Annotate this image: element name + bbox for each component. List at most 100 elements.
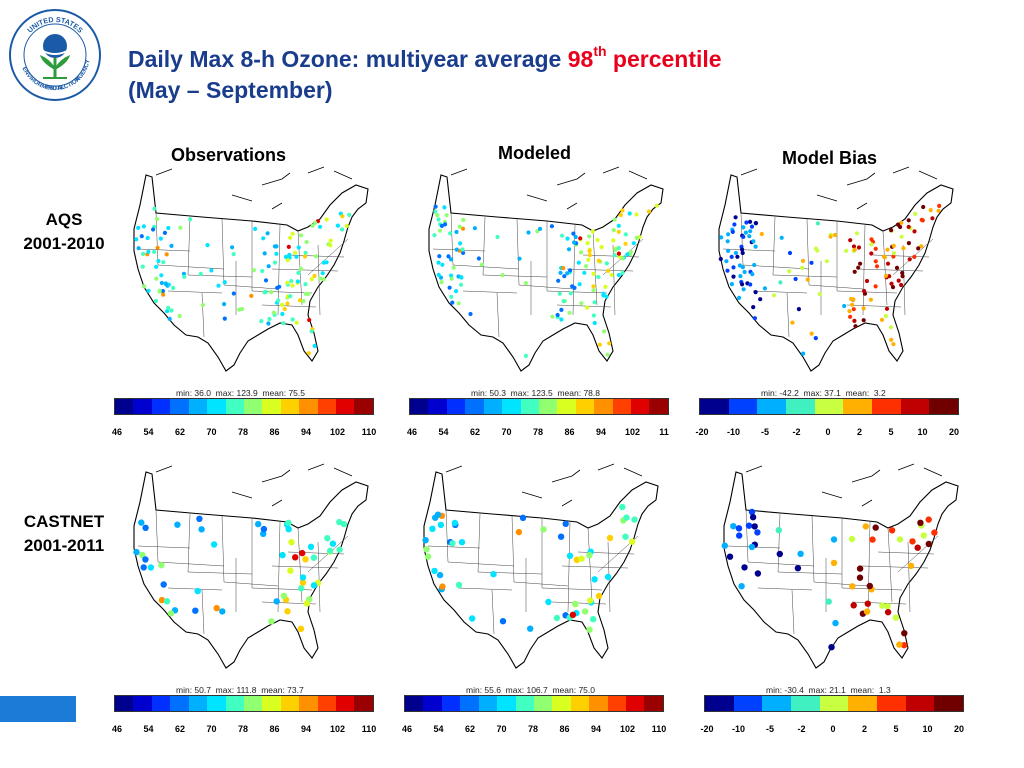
colorbar-swatch	[243, 696, 263, 711]
epa-seal-icon: UNITED STATES ENVIRONMENTAL PROTECTION A…	[9, 9, 101, 101]
station-point	[646, 209, 651, 214]
station-point	[136, 246, 141, 251]
station-point	[824, 259, 829, 264]
colorbar-swatch	[900, 399, 930, 414]
station-point	[460, 226, 466, 231]
colorbar-tick-label: 110	[361, 724, 377, 734]
us-map	[721, 463, 959, 669]
station-point	[790, 320, 795, 325]
station-point	[138, 519, 145, 526]
state-border	[261, 304, 317, 308]
colorbar-ticks: 46 54 62 70 78 86 94 102 110	[112, 427, 376, 439]
station-point	[726, 232, 731, 237]
station-point	[605, 352, 610, 357]
station-point	[828, 644, 835, 651]
colorbar-tick-label: -20	[695, 427, 709, 437]
station-point	[523, 353, 528, 358]
station-point	[609, 272, 614, 277]
station-point	[864, 600, 871, 607]
station-point	[271, 310, 276, 315]
colorbar-swatch	[649, 399, 668, 414]
row-header-castnet-name: CASTNET	[23, 512, 105, 531]
station-point	[298, 266, 304, 271]
station-point	[205, 243, 210, 248]
colorbar-ticks: -20 -10 -5 -2 0 2 5 10 20	[695, 427, 959, 439]
colorbar-tick-label: -5	[765, 724, 775, 734]
station-point	[730, 523, 737, 530]
colorbar-tick-label: 62	[174, 427, 186, 437]
state-border	[752, 290, 808, 294]
station-point	[433, 209, 438, 214]
colorbar-swatch	[733, 696, 763, 711]
state-border	[861, 565, 929, 569]
state-border	[541, 587, 603, 591]
colorbar-tick-label: -20	[700, 724, 714, 734]
colorbar-swatch	[446, 399, 466, 414]
station-point	[155, 245, 160, 250]
station-point	[263, 278, 269, 283]
station-point	[310, 554, 318, 561]
station-point	[850, 602, 857, 609]
station-point	[295, 279, 300, 284]
station-point	[920, 532, 927, 539]
colorbar-tick-label: 46	[111, 724, 123, 734]
panel-stats: min: 36.0 max: 123.9 mean: 75.5	[176, 388, 305, 398]
station-point	[741, 564, 748, 571]
station-point	[260, 530, 267, 537]
station-point	[324, 260, 329, 265]
station-point	[931, 529, 938, 536]
state-border	[201, 589, 205, 635]
colorbar-tick-label: 62	[469, 427, 481, 437]
station-point	[732, 222, 737, 227]
colorbar-tick-label: 54	[433, 724, 444, 734]
state-border	[851, 601, 907, 605]
station-point	[265, 231, 270, 236]
station-point	[873, 284, 878, 289]
station-point	[907, 257, 912, 262]
station-point	[906, 224, 911, 229]
station-point	[269, 290, 274, 295]
station-point	[444, 213, 449, 218]
colorbar-tick-label: 102	[329, 724, 346, 734]
colorbar-swatch	[520, 399, 539, 414]
colorbar-tick-label: 78	[532, 427, 544, 437]
station-point	[616, 272, 621, 278]
station-point	[141, 224, 146, 229]
station-point	[595, 592, 603, 600]
station-point	[850, 302, 855, 307]
station-point	[139, 551, 146, 559]
station-point	[883, 273, 889, 278]
station-point	[794, 565, 802, 572]
colorbar-swatch	[460, 696, 479, 711]
colorbar-swatch	[762, 696, 792, 711]
state-border	[836, 290, 898, 294]
station-point	[277, 284, 282, 289]
station-point	[627, 211, 632, 216]
station-point	[912, 254, 917, 259]
state-border	[187, 216, 191, 276]
station-point	[299, 574, 307, 581]
station-point	[623, 241, 628, 246]
colorbar-swatch	[151, 399, 171, 414]
station-point	[449, 273, 454, 278]
station-point	[899, 282, 904, 288]
station-point	[586, 552, 593, 559]
station-point	[907, 562, 915, 569]
station-point	[192, 607, 199, 614]
station-point	[439, 280, 444, 285]
station-point	[159, 273, 164, 278]
station-point	[320, 271, 325, 276]
station-point	[460, 247, 465, 252]
station-point	[537, 226, 543, 231]
colorbar-ticks: 46 54 62 70 78 86 94 102 110	[111, 724, 376, 736]
station-point	[292, 554, 299, 561]
station-point	[889, 228, 894, 233]
state-border	[566, 268, 634, 272]
state-border	[167, 587, 223, 591]
coastline-detail	[740, 166, 938, 210]
station-point	[634, 235, 639, 240]
colorbar-tick-label: -2	[792, 427, 801, 437]
station-point	[571, 231, 576, 236]
station-point	[873, 259, 878, 264]
station-point	[273, 598, 280, 605]
